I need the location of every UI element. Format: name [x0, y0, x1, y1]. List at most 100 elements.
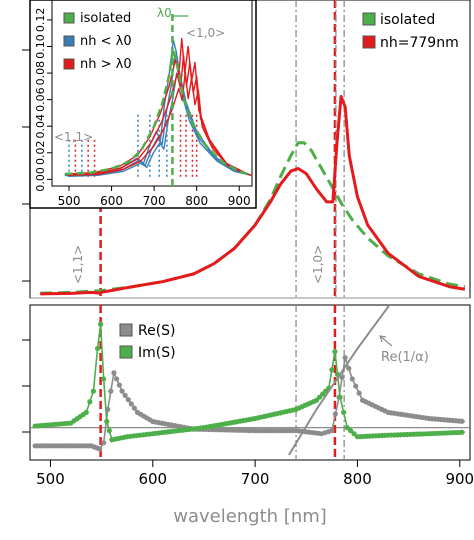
inset-y-tick-label: 0.00 — [34, 167, 47, 192]
legend-swatch-re — [119, 323, 133, 337]
inset-legend-label-above: nh > λ0 — [80, 57, 132, 72]
bottom-series-re-s-point — [329, 428, 335, 434]
inset-legend: isolated nh < λ0 nh > λ0 — [63, 11, 132, 72]
inset-label-lambda0: λ0 — [157, 6, 172, 20]
bottom-series-im-s-point — [104, 418, 110, 425]
inset-series-group — [64, 37, 252, 178]
bottom-series-re-s-point — [131, 405, 137, 411]
inset-y-tick-label: 0.10 — [34, 34, 47, 59]
bottom-series-re-s-point — [346, 365, 352, 371]
top-legend: isolated nh=779nm — [362, 12, 459, 51]
bottom-series-re-s-point — [122, 392, 128, 398]
inset-x-tick-label: 700 — [143, 194, 166, 208]
bottom-panel: Re(S) Im(S) Re(1/α) 500 600 700 800 900 wave… — [22, 304, 474, 527]
legend-swatch-nh — [362, 35, 376, 49]
inset-series-below — [68, 72, 252, 178]
bottom-series-im-s-point — [90, 388, 97, 394]
bottom-series-im-s-point — [332, 349, 338, 355]
inset-y-tick-label: 0.12 — [34, 8, 47, 33]
annotation-re-inv-alpha: Re(1/α) — [381, 350, 429, 365]
bottom-series-re-s-point — [116, 382, 122, 388]
bottom-series-re-s-point — [108, 388, 114, 394]
bottom-series-im-s-point — [337, 394, 343, 400]
x-tick-label: 500 — [36, 470, 65, 488]
bottom-series-im-s-point — [87, 399, 93, 405]
bottom-series-im-s-point — [98, 321, 104, 327]
bottom-series-im-s-point — [101, 376, 107, 382]
bottom-series-group — [32, 305, 465, 456]
bottom-series-re-s-point — [125, 397, 131, 403]
x-tick-label: 700 — [241, 470, 270, 488]
inset-y-tick-label: 0.08 — [34, 61, 47, 86]
bottom-series-im-s-point — [106, 428, 112, 434]
bottom-series-im-s-point — [83, 409, 89, 415]
bottom-series-im-s-point — [341, 409, 347, 415]
bottom-series-re-s-point — [349, 376, 355, 382]
inset-x-tick-label: 900 — [228, 194, 251, 208]
bottom-series-im-s-point — [351, 431, 357, 437]
legend-label-isolated: isolated — [380, 12, 435, 28]
top-label-mode10: <1,0> — [311, 245, 325, 284]
inset-label-mode11: <1,1> — [54, 130, 93, 144]
inset-legend-swatch-above — [63, 58, 75, 70]
bottom-legend: Re(S) Im(S) — [119, 323, 176, 361]
bottom-series-im-s-point — [329, 367, 335, 373]
bottom-series-re-s-point — [128, 401, 134, 407]
bottom-series-re-s-point — [111, 370, 117, 376]
bottom-series-re-s-point — [119, 388, 125, 394]
inset-series-isolated — [64, 47, 249, 176]
legend-label-im: Im(S) — [138, 345, 176, 361]
x-axis-label: wavelength [nm] — [173, 506, 327, 527]
inset-series-above — [68, 71, 252, 177]
bottom-series-im-s-point — [94, 345, 101, 352]
bottom-series-re-s-point — [101, 440, 107, 446]
bottom-series-re-s-point — [114, 376, 120, 382]
bottom-series-re-s-point — [332, 411, 339, 417]
inset-border — [29, 0, 257, 209]
inset-x-axis: 500 600 700 800 900 — [58, 186, 251, 208]
bottom-series-re-s-point — [342, 355, 348, 361]
bottom-series-re-s-point — [339, 374, 345, 381]
legend-label-nh: nh=779nm — [380, 35, 459, 51]
bottom-series-re-s-point — [459, 418, 465, 424]
inset-x-tick-label: 600 — [100, 194, 123, 208]
annotation-arrow — [379, 335, 393, 347]
inset-panel: 0.000.02 0.04 0.060.08 0.100.12 500 600 700 80… — [29, 0, 257, 209]
bottom-series-re-s-point — [96, 446, 103, 452]
inset-y-axis: 0.000.02 0.04 0.060.08 0.100.12 — [34, 8, 52, 192]
bottom-plot-frame — [29, 304, 471, 461]
inset-label-mode10: <1,0> — [186, 26, 225, 40]
inset-legend-label-isolated: isolated — [80, 11, 131, 26]
top-panel: <1,1> <1,0> isolated nh=779nm — [22, 0, 471, 299]
x-tick-label: 800 — [343, 470, 372, 488]
x-tick-label: 900 — [445, 470, 474, 488]
inset-legend-swatch-isolated — [63, 12, 75, 24]
bottom-series-im-s-point — [348, 428, 354, 434]
inset-y-tick-label: 0.02 — [34, 141, 47, 166]
legend-label-re: Re(S) — [138, 323, 176, 339]
top-series-nh-779nm — [40, 95, 466, 296]
bottom-series-im-s-point — [344, 425, 350, 431]
bottom-y-ticks — [22, 339, 30, 433]
bottom-series-im-s-point — [459, 429, 465, 435]
inset-legend-label-below: nh < λ0 — [80, 34, 132, 49]
inset-plot-frame — [51, 0, 253, 187]
inset-legend-swatch-below — [63, 35, 75, 47]
inset-y-tick-label: 0.04 — [34, 114, 47, 139]
bottom-series-re-s-point — [353, 383, 359, 389]
legend-swatch-isolated — [362, 12, 376, 26]
inset-y-tick-label: 0.06 — [34, 87, 47, 112]
top-y-ticks — [22, 49, 30, 282]
annotation-arrowhead — [379, 335, 387, 343]
x-tick-label: 600 — [138, 470, 167, 488]
bottom-series-re-s-point — [356, 390, 362, 396]
top-label-mode11: <1,1> — [71, 245, 85, 284]
top-series-group — [40, 95, 466, 296]
inset-series-below — [66, 55, 250, 177]
inset-x-tick-label: 800 — [185, 194, 208, 208]
inset-lambda0-line — [171, 14, 189, 186]
x-axis: 500 600 700 800 900 — [36, 460, 474, 488]
bottom-series-re-1 — [288, 305, 391, 456]
legend-swatch-im — [119, 345, 133, 359]
